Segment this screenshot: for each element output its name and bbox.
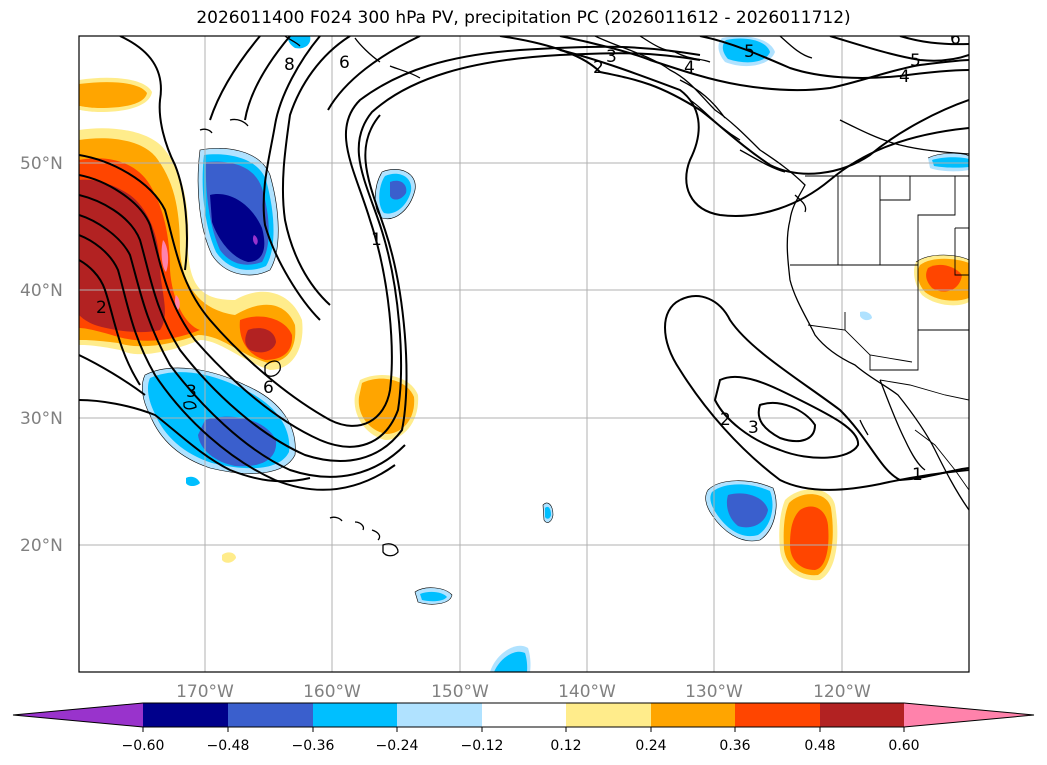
contour-labels: 8 6 1 2 3 4 5 6 2 3 6 2 3 1 4 5 — [96, 29, 961, 485]
lon-label: 130°W — [685, 682, 743, 702]
lat-label: 40°N — [20, 281, 63, 301]
colorbar-segment — [397, 703, 482, 727]
lon-label: 140°W — [558, 682, 616, 702]
colorbar-segment — [566, 703, 651, 727]
political-borders — [790, 175, 969, 491]
lon-label: 160°W — [303, 682, 361, 702]
contour-label: 1 — [371, 230, 382, 250]
colorbar-segment — [735, 703, 820, 727]
colorbar-segment — [143, 703, 228, 727]
latitude-labels: 50°N 40°N 30°N 20°N — [20, 154, 63, 556]
longitude-labels: 170°W 160°W 150°W 140°W 130°W 120°W — [176, 682, 871, 702]
colorbar-tick-label: −0.24 — [376, 738, 419, 754]
lat-label: 20°N — [20, 536, 63, 556]
colorbar-extend-max — [904, 703, 1034, 727]
contour-label: 6 — [263, 378, 274, 398]
lat-label: 50°N — [20, 154, 63, 174]
contour-label: 6 — [950, 29, 961, 49]
lon-label: 120°W — [813, 682, 871, 702]
colorbar-tick-label: 0.48 — [804, 738, 835, 754]
contour-label: 1 — [912, 465, 923, 485]
colorbar-segment — [651, 703, 735, 727]
coastlines — [183, 36, 969, 557]
contour-label: 2 — [720, 410, 731, 430]
contour-label: 6 — [339, 53, 350, 73]
colorbar-tick-label: 0.60 — [888, 738, 919, 754]
lon-label: 150°W — [431, 682, 489, 702]
contour-label: 5 — [744, 42, 755, 62]
contour-label: 3 — [606, 47, 617, 67]
colorbar-tick-label: −0.48 — [207, 738, 250, 754]
colorbar-tick-label: 0.12 — [550, 738, 581, 754]
colorbar: −0.60 −0.48 −0.36 −0.24 −0.12 0.12 0.24 … — [12, 702, 1035, 754]
colorbar-segment — [482, 703, 566, 727]
contour-label: 4 — [684, 58, 695, 78]
shading-outlines — [141, 147, 969, 605]
precipitation-shading — [79, 36, 969, 672]
pv-contours — [79, 36, 969, 491]
colorbar-extend-min — [13, 703, 143, 727]
colorbar-segment — [228, 703, 313, 727]
colorbar-tick-label: −0.36 — [292, 738, 335, 754]
contour-label: 4 — [899, 67, 910, 87]
contour-label: 3 — [186, 382, 197, 402]
colorbar-tick-label: −0.60 — [122, 738, 165, 754]
lon-label: 170°W — [176, 682, 234, 702]
map-frame — [78, 35, 970, 673]
colorbar-segment — [313, 703, 397, 727]
colorbar-tick-label: −0.12 — [461, 738, 504, 754]
contour-label: 3 — [748, 418, 759, 438]
colorbar-tick-label: 0.24 — [635, 738, 666, 754]
colorbar-segment — [820, 703, 904, 727]
map-area: 8 6 1 2 3 4 5 6 2 3 6 2 3 1 4 5 — [79, 29, 969, 672]
colorbar-tick-label: 0.36 — [719, 738, 750, 754]
map-title: 2026011400 F024 300 hPa PV, precipitatio… — [196, 8, 851, 28]
contour-label: 2 — [593, 58, 604, 78]
contour-label: 5 — [910, 51, 921, 71]
graticule — [79, 36, 969, 672]
contour-label: 2 — [96, 298, 107, 318]
contour-label: 8 — [284, 55, 295, 75]
lat-label: 30°N — [20, 409, 63, 429]
